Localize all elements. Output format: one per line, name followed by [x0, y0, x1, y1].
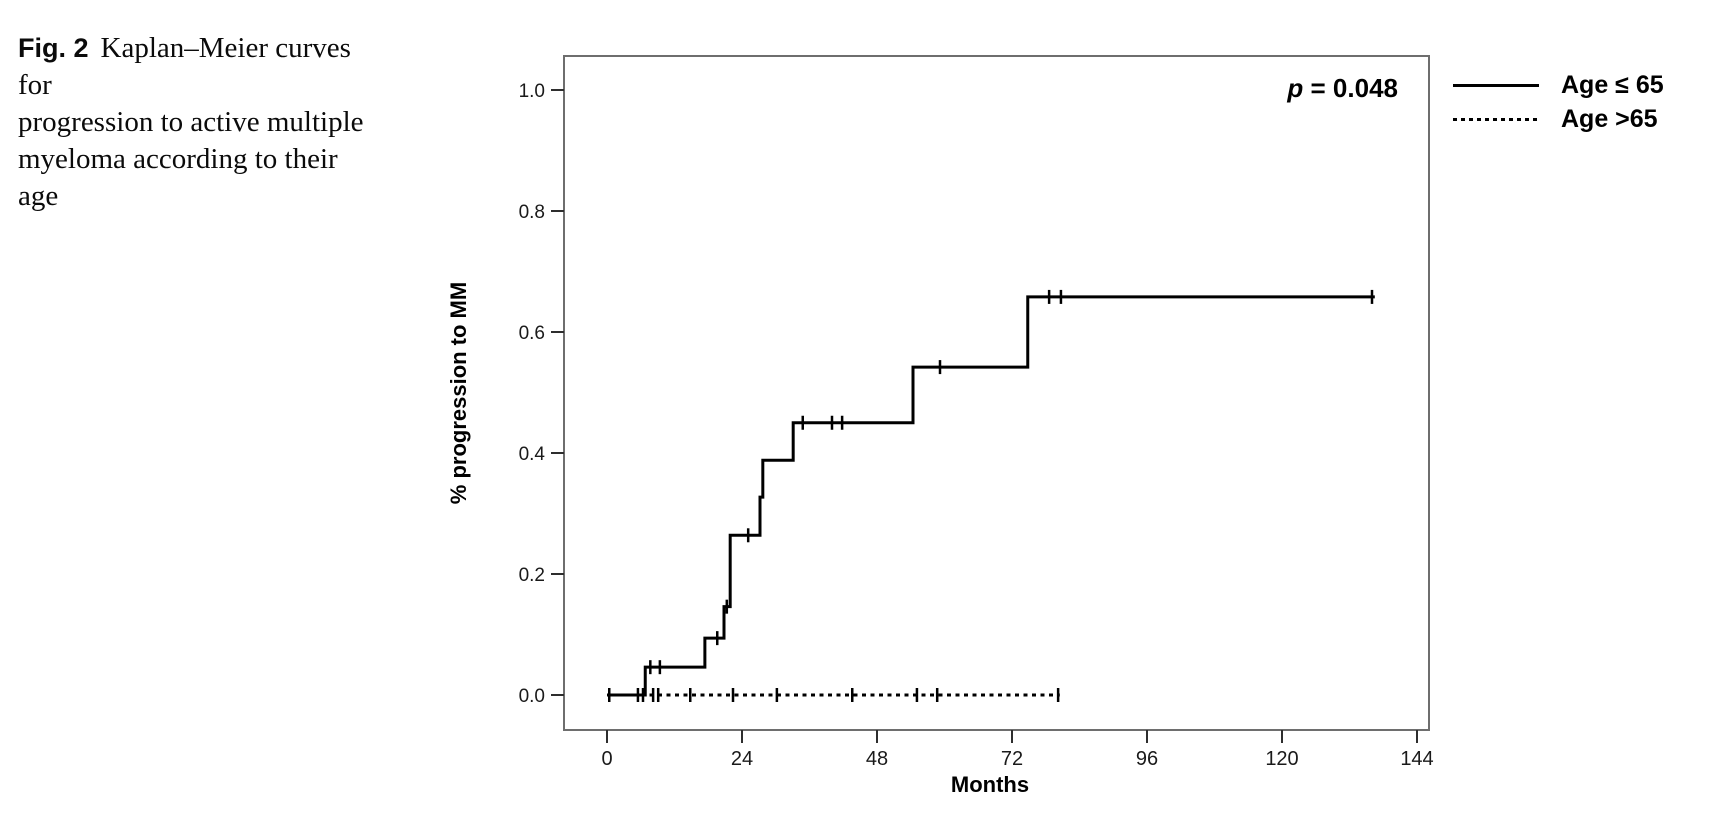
legend-solid-line-sample: [1453, 83, 1539, 87]
chart-legend: Age ≤ 65 Age >65: [1453, 70, 1664, 134]
caption-line2: progression to active multiple: [18, 106, 364, 138]
x-tick-label: 48: [866, 748, 888, 770]
legend-entry-age-gt-65: Age >65: [1453, 104, 1664, 134]
y-tick-label: 0.4: [519, 444, 546, 465]
caption-line1: Kaplan–Meier curves for: [18, 32, 351, 101]
y-tick-label: 0.0: [519, 686, 545, 707]
legend-label-age-le-65: Age ≤ 65: [1561, 70, 1664, 99]
y-axis-title: % progression to MM: [446, 282, 471, 504]
x-tick-label: 0: [601, 748, 612, 770]
x-tick-label: 72: [1001, 748, 1023, 770]
x-tick-label: 96: [1136, 748, 1158, 770]
p-value-annotation: p = 0.048: [1286, 73, 1398, 103]
x-tick-label: 24: [731, 748, 753, 770]
legend-entry-age-le-65: Age ≤ 65: [1453, 70, 1664, 100]
y-tick-label: 0.2: [519, 565, 545, 586]
y-tick-label: 1.0: [519, 81, 545, 102]
figure-caption: Fig. 2 Kaplan–Meier curves for progressio…: [18, 30, 378, 215]
plot-border: [563, 55, 1430, 731]
caption-line3: myeloma according to their age: [18, 143, 338, 212]
x-tick-label: 120: [1265, 748, 1298, 770]
legend-label-age-gt-65: Age >65: [1561, 104, 1658, 133]
y-tick-label: 0.6: [519, 323, 545, 344]
legend-dotted-line-sample: [1453, 117, 1539, 121]
x-axis-title: Months: [951, 772, 1029, 797]
y-tick-label: 0.8: [519, 202, 545, 223]
figure-number-label: Fig. 2: [18, 33, 89, 63]
km-curve-solid: [607, 295, 1375, 697]
x-tick-label: 144: [1400, 748, 1433, 770]
